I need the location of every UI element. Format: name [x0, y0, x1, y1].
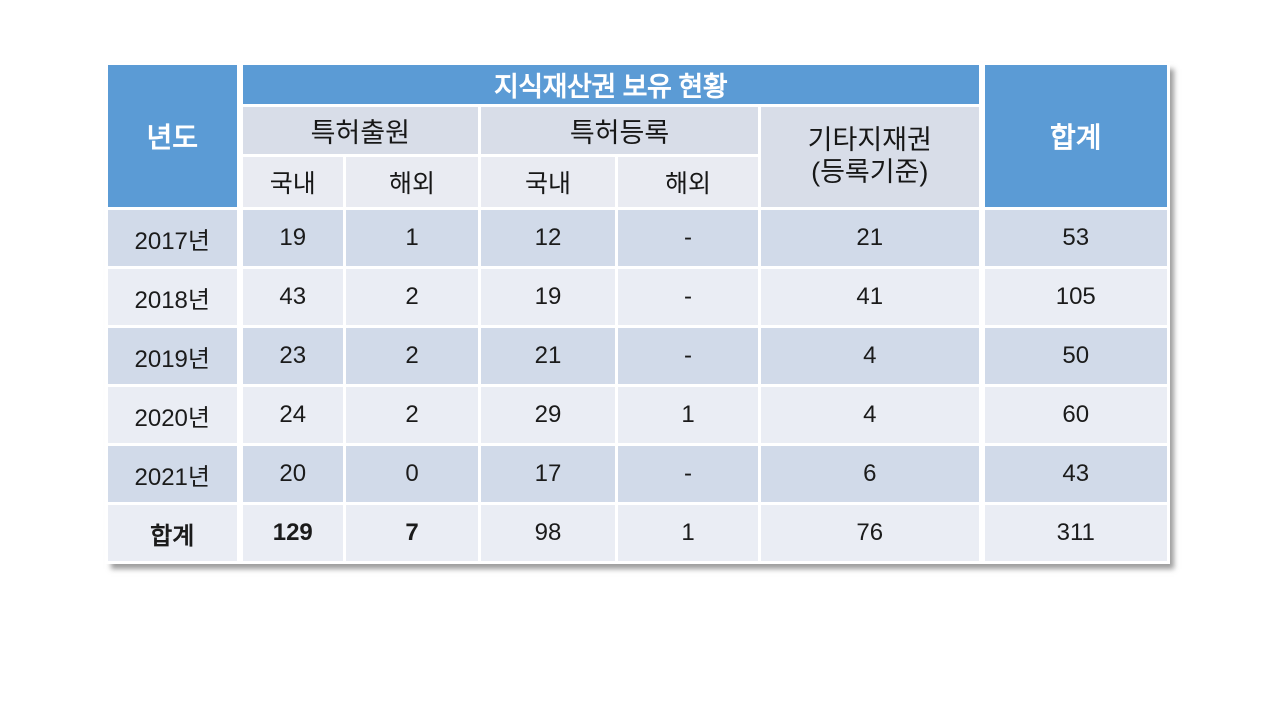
total-column-header: 합계: [978, 62, 1170, 210]
value-cell: 1: [615, 502, 761, 564]
table-row-2017: 2017년 19 1 12 - 21 53: [105, 207, 1170, 269]
value-cell: 98: [478, 502, 618, 564]
table-row-total: 합계 129 7 98 1 76 311: [105, 502, 1170, 564]
total-cell: 105: [978, 266, 1170, 328]
subheader-reg-overseas: 해외: [615, 154, 761, 210]
value-cell: 21: [758, 207, 983, 269]
table-title: 지식재산권 보유 현황: [238, 62, 983, 107]
group-header-other-ip: 기타지재권 (등록기준): [758, 104, 983, 210]
value-cell: 4: [758, 325, 983, 387]
ip-holdings-table: 년도 지식재산권 보유 현황 합계 특허출원 특허등록 기타지재권 (등록기준)…: [105, 62, 1170, 564]
value-cell: 0: [343, 443, 481, 505]
subheader-reg-domestic: 국내: [478, 154, 618, 210]
value-cell: 2: [343, 266, 481, 328]
year-cell: 2019년: [105, 325, 243, 387]
total-cell: 43: [978, 443, 1170, 505]
value-cell: 2: [343, 325, 481, 387]
year-cell: 2020년: [105, 384, 243, 446]
other-ip-line1: 기타지재권: [807, 125, 932, 156]
value-cell: -: [615, 325, 761, 387]
value-cell: 1: [343, 207, 481, 269]
value-cell: 21: [478, 325, 618, 387]
total-cell: 311: [978, 502, 1170, 564]
table-row-2020: 2020년 24 2 29 1 4 60: [105, 384, 1170, 446]
value-cell: -: [615, 443, 761, 505]
value-cell: 24: [238, 384, 346, 446]
year-column-header: 년도: [105, 62, 243, 210]
subheader-app-domestic: 국내: [238, 154, 346, 210]
value-cell: 19: [238, 207, 346, 269]
value-cell: 129: [238, 502, 346, 564]
other-ip-line2: (등록기준): [811, 157, 929, 187]
group-header-patent-registration: 특허등록: [478, 104, 761, 157]
total-row-label: 합계: [105, 502, 243, 564]
value-cell: 76: [758, 502, 983, 564]
value-cell: -: [615, 207, 761, 269]
year-cell: 2017년: [105, 207, 243, 269]
group-header-patent-application: 특허출원: [238, 104, 481, 157]
table-row-2018: 2018년 43 2 19 - 41 105: [105, 266, 1170, 328]
value-cell: 41: [758, 266, 983, 328]
total-cell: 50: [978, 325, 1170, 387]
total-cell: 60: [978, 384, 1170, 446]
value-cell: 4: [758, 384, 983, 446]
value-cell: 1: [615, 384, 761, 446]
total-cell: 53: [978, 207, 1170, 269]
value-cell: 17: [478, 443, 618, 505]
value-cell: 12: [478, 207, 618, 269]
value-cell: 29: [478, 384, 618, 446]
value-cell: 6: [758, 443, 983, 505]
table-row-2019: 2019년 23 2 21 - 4 50: [105, 325, 1170, 387]
value-cell: 43: [238, 266, 346, 328]
value-cell: 7: [343, 502, 481, 564]
value-cell: 19: [478, 266, 618, 328]
value-cell: -: [615, 266, 761, 328]
value-cell: 2: [343, 384, 481, 446]
value-cell: 23: [238, 325, 346, 387]
year-cell: 2018년: [105, 266, 243, 328]
year-cell: 2021년: [105, 443, 243, 505]
value-cell: 20: [238, 443, 346, 505]
table-row-2021: 2021년 20 0 17 - 6 43: [105, 443, 1170, 505]
subheader-app-overseas: 해외: [343, 154, 481, 210]
